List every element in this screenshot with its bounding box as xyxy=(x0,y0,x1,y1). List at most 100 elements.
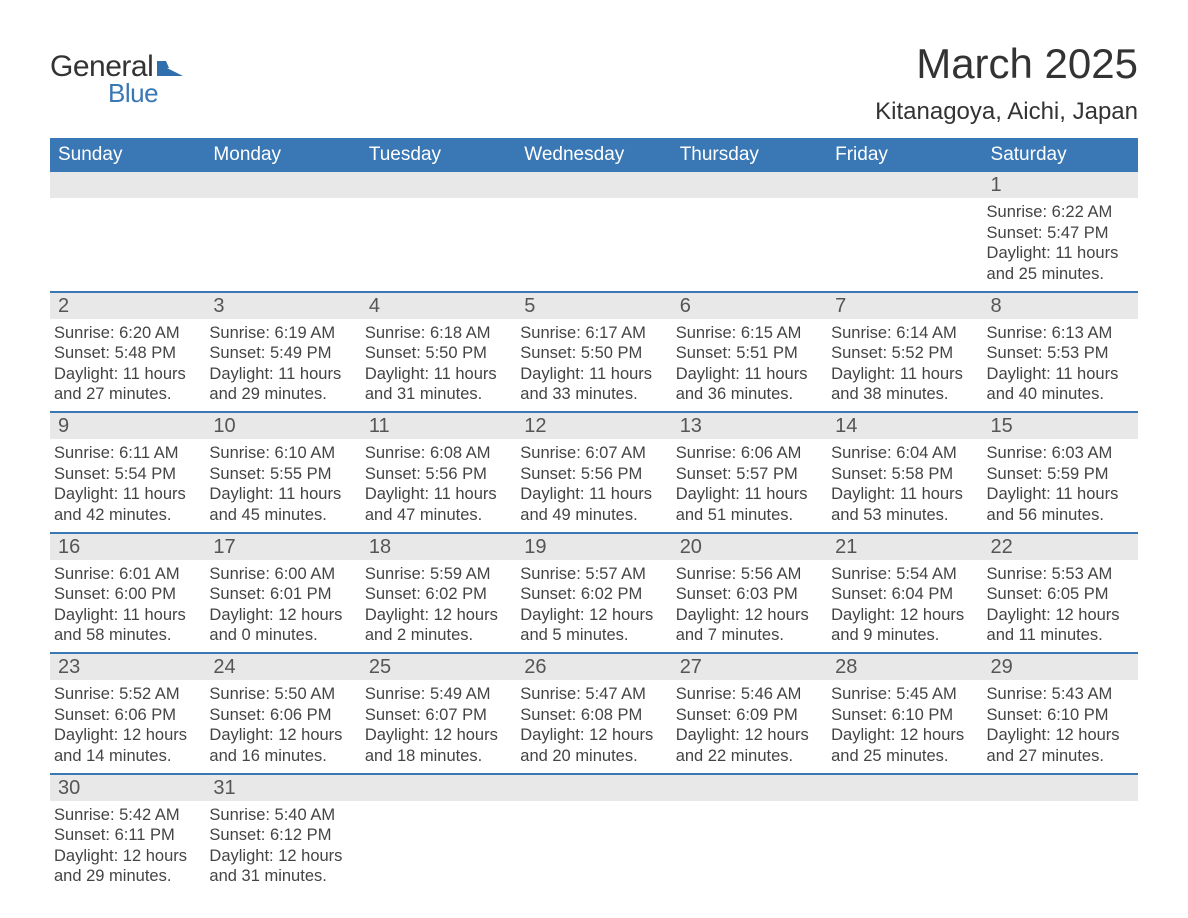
daylight-label: Daylight: xyxy=(987,726,1051,744)
day-cell: 3Sunrise: 6:19 AMSunset: 5:49 PMDaylight… xyxy=(205,292,360,413)
sunset-line: Sunset: 5:52 PM xyxy=(831,343,978,364)
sunrise-line: Sunrise: 5:56 AM xyxy=(676,564,823,585)
day-body: Sunrise: 6:19 AMSunset: 5:49 PMDaylight:… xyxy=(205,319,360,412)
sunset-line: Sunset: 5:55 PM xyxy=(209,464,356,485)
day-number: 12 xyxy=(516,413,671,439)
sunrise-label: Sunrise: xyxy=(365,565,426,583)
daylight-line: Daylight: 12 hours and 25 minutes. xyxy=(831,725,978,766)
day-cell: 20Sunrise: 5:56 AMSunset: 6:03 PMDayligh… xyxy=(672,533,827,654)
day-number xyxy=(205,172,360,198)
day-body: Sunrise: 6:14 AMSunset: 5:52 PMDaylight:… xyxy=(827,319,982,412)
sunset-value: 5:57 PM xyxy=(736,465,797,483)
day-cell xyxy=(827,172,982,292)
sunrise-line: Sunrise: 5:40 AM xyxy=(209,805,356,826)
daylight-line: Daylight: 11 hours and 45 minutes. xyxy=(209,484,356,525)
daylight-label: Daylight: xyxy=(831,365,895,383)
daylight-label: Daylight: xyxy=(831,606,895,624)
sunset-label: Sunset: xyxy=(831,344,887,362)
day-number: 22 xyxy=(983,534,1138,560)
sunset-line: Sunset: 6:03 PM xyxy=(676,584,823,605)
day-cell: 1Sunrise: 6:22 AMSunset: 5:47 PMDaylight… xyxy=(983,172,1138,292)
sunrise-line: Sunrise: 6:13 AM xyxy=(987,323,1134,344)
sunset-value: 5:58 PM xyxy=(892,465,953,483)
day-cell: 22Sunrise: 5:53 AMSunset: 6:05 PMDayligh… xyxy=(983,533,1138,654)
sunrise-line: Sunrise: 5:50 AM xyxy=(209,684,356,705)
day-body xyxy=(205,198,360,208)
day-body: Sunrise: 5:54 AMSunset: 6:04 PMDaylight:… xyxy=(827,560,982,653)
sunrise-line: Sunrise: 5:59 AM xyxy=(365,564,512,585)
sunset-line: Sunset: 5:51 PM xyxy=(676,343,823,364)
day-cell: 17Sunrise: 6:00 AMSunset: 6:01 PMDayligh… xyxy=(205,533,360,654)
sunset-line: Sunset: 5:54 PM xyxy=(54,464,201,485)
weekday-header: Wednesday xyxy=(516,138,671,172)
sunrise-line: Sunrise: 5:47 AM xyxy=(520,684,667,705)
day-body xyxy=(361,198,516,208)
sunrise-line: Sunrise: 6:10 AM xyxy=(209,443,356,464)
sunset-value: 6:07 PM xyxy=(425,706,486,724)
day-cell: 30Sunrise: 5:42 AMSunset: 6:11 PMDayligh… xyxy=(50,774,205,894)
sunset-label: Sunset: xyxy=(365,585,421,603)
day-number xyxy=(516,172,671,198)
day-number xyxy=(361,775,516,801)
day-number: 1 xyxy=(983,172,1138,198)
sunset-line: Sunset: 6:05 PM xyxy=(987,584,1134,605)
daylight-line: Daylight: 12 hours and 0 minutes. xyxy=(209,605,356,646)
daylight-line: Daylight: 11 hours and 58 minutes. xyxy=(54,605,201,646)
daylight-label: Daylight: xyxy=(365,485,429,503)
day-cell: 21Sunrise: 5:54 AMSunset: 6:04 PMDayligh… xyxy=(827,533,982,654)
day-body: Sunrise: 6:15 AMSunset: 5:51 PMDaylight:… xyxy=(672,319,827,412)
month-title: March 2025 xyxy=(875,40,1138,88)
sunrise-label: Sunrise: xyxy=(831,444,892,462)
sunset-label: Sunset: xyxy=(209,826,265,844)
day-cell: 27Sunrise: 5:46 AMSunset: 6:09 PMDayligh… xyxy=(672,653,827,774)
sunset-line: Sunset: 6:10 PM xyxy=(987,705,1134,726)
day-body: Sunrise: 6:17 AMSunset: 5:50 PMDaylight:… xyxy=(516,319,671,412)
day-number: 4 xyxy=(361,293,516,319)
day-body: Sunrise: 6:06 AMSunset: 5:57 PMDaylight:… xyxy=(672,439,827,532)
sunset-label: Sunset: xyxy=(831,706,887,724)
day-number xyxy=(361,172,516,198)
day-number: 3 xyxy=(205,293,360,319)
sunset-line: Sunset: 6:10 PM xyxy=(831,705,978,726)
sunrise-label: Sunrise: xyxy=(365,685,426,703)
day-body: Sunrise: 6:13 AMSunset: 5:53 PMDaylight:… xyxy=(983,319,1138,412)
sunset-line: Sunset: 5:57 PM xyxy=(676,464,823,485)
sunrise-line: Sunrise: 6:11 AM xyxy=(54,443,201,464)
sunset-line: Sunset: 6:12 PM xyxy=(209,825,356,846)
sunset-label: Sunset: xyxy=(54,465,110,483)
sunset-line: Sunset: 5:50 PM xyxy=(365,343,512,364)
day-cell: 13Sunrise: 6:06 AMSunset: 5:57 PMDayligh… xyxy=(672,412,827,533)
sunrise-label: Sunrise: xyxy=(209,444,270,462)
daylight-label: Daylight: xyxy=(54,726,118,744)
daylight-label: Daylight: xyxy=(831,485,895,503)
location: Kitanagoya, Aichi, Japan xyxy=(875,98,1138,126)
sunset-label: Sunset: xyxy=(676,585,732,603)
day-body xyxy=(983,801,1138,811)
sunrise-label: Sunrise: xyxy=(520,324,581,342)
daylight-line: Daylight: 12 hours and 14 minutes. xyxy=(54,725,201,766)
sunset-value: 5:50 PM xyxy=(581,344,642,362)
sunset-value: 5:51 PM xyxy=(736,344,797,362)
day-number: 24 xyxy=(205,654,360,680)
day-body: Sunrise: 5:59 AMSunset: 6:02 PMDaylight:… xyxy=(361,560,516,653)
sunset-value: 6:08 PM xyxy=(581,706,642,724)
daylight-line: Daylight: 11 hours and 53 minutes. xyxy=(831,484,978,525)
sunrise-label: Sunrise: xyxy=(209,565,270,583)
day-number: 19 xyxy=(516,534,671,560)
day-number: 21 xyxy=(827,534,982,560)
sunset-value: 5:53 PM xyxy=(1047,344,1108,362)
week-row: 23Sunrise: 5:52 AMSunset: 6:06 PMDayligh… xyxy=(50,653,1138,774)
sunset-line: Sunset: 5:50 PM xyxy=(520,343,667,364)
sunrise-label: Sunrise: xyxy=(987,203,1048,221)
sunset-value: 6:09 PM xyxy=(736,706,797,724)
day-cell xyxy=(827,774,982,894)
sunrise-line: Sunrise: 6:03 AM xyxy=(987,443,1134,464)
day-number: 9 xyxy=(50,413,205,439)
day-cell: 25Sunrise: 5:49 AMSunset: 6:07 PMDayligh… xyxy=(361,653,516,774)
daylight-label: Daylight: xyxy=(520,485,584,503)
daylight-label: Daylight: xyxy=(987,606,1051,624)
day-number: 6 xyxy=(672,293,827,319)
sunset-line: Sunset: 5:47 PM xyxy=(987,223,1134,244)
sunrise-label: Sunrise: xyxy=(987,324,1048,342)
sunset-line: Sunset: 5:59 PM xyxy=(987,464,1134,485)
